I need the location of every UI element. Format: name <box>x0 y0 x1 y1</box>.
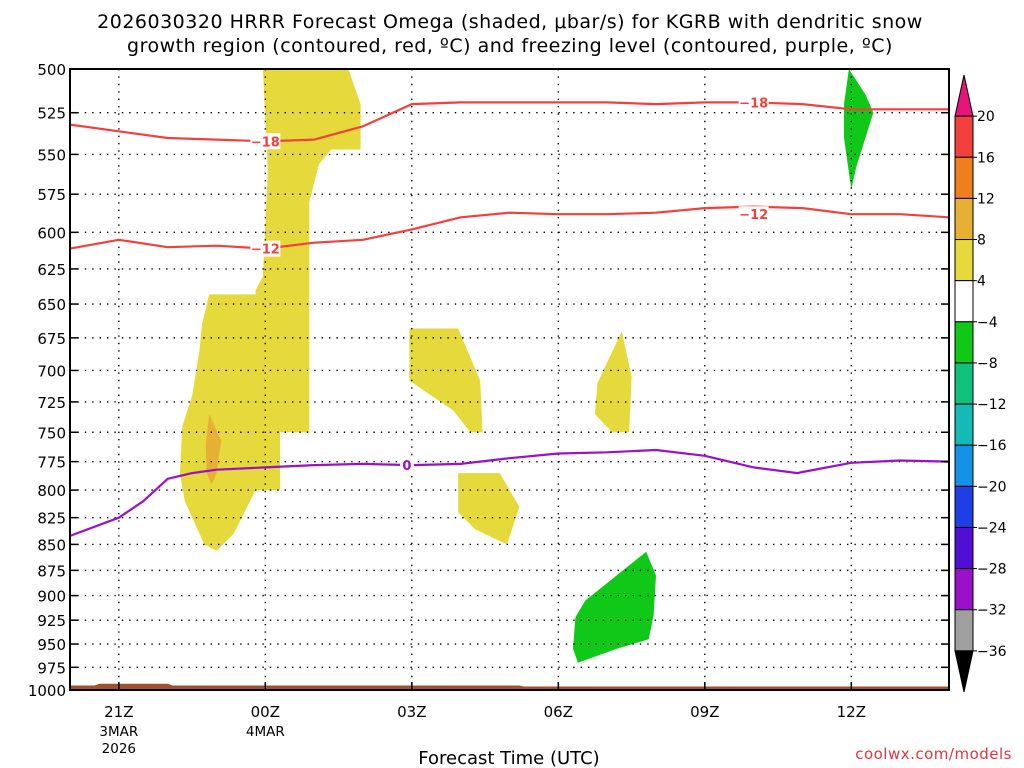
x-tick-label: 21Z <box>104 703 133 721</box>
x-tick-date-label: 2026 <box>102 741 136 757</box>
credit-text: coolwx.com/models <box>855 745 1012 763</box>
colorbar-label: 20 <box>977 109 995 125</box>
colorbar-band <box>954 156 974 199</box>
y-tick-label: 525 <box>37 105 66 123</box>
x-tick-label: 03Z <box>397 703 426 721</box>
x-tick-label: 06Z <box>544 703 573 721</box>
y-tick-label: 650 <box>37 296 66 314</box>
x-tick-date-label: 3MAR <box>99 724 138 740</box>
y-tick-label: 600 <box>37 224 66 242</box>
colorbar-band <box>954 197 974 241</box>
surface-ground <box>70 683 949 690</box>
colorbar-label: −24 <box>977 520 1007 536</box>
colorbar-band <box>954 74 974 117</box>
contour-label-bg <box>738 94 769 111</box>
y-tick-label: 850 <box>37 536 66 554</box>
contour-label: −12 <box>251 243 280 258</box>
colorbar-band <box>954 362 974 405</box>
colorbar-band <box>954 239 974 282</box>
colorbar-band <box>954 115 974 158</box>
colorbar-label: −32 <box>977 603 1007 619</box>
colorbar-band <box>954 403 974 446</box>
x-tick-label: 00Z <box>251 703 280 721</box>
plot-frame <box>69 68 950 691</box>
y-tick-label: 550 <box>37 146 66 164</box>
y-tick-label: 875 <box>37 562 66 580</box>
omega-yellow-lower <box>458 473 520 545</box>
y-tick-label: 925 <box>37 612 66 630</box>
x-axis-label: Forecast Time (UTC) <box>418 748 599 768</box>
colorbar-band <box>954 321 974 364</box>
colorbar-band <box>954 280 974 323</box>
omega-yellow-small <box>595 331 632 433</box>
colorbar-band <box>954 526 974 570</box>
colorbar-label: 12 <box>977 191 995 207</box>
contour-label: −18 <box>251 135 280 150</box>
colorbar-label: −16 <box>977 438 1007 454</box>
y-tick-label: 675 <box>37 330 66 348</box>
colorbar-label: −36 <box>977 644 1007 660</box>
omega-yellow-mid <box>409 328 483 433</box>
x-tick-label: 12Z <box>837 703 866 721</box>
contour-label: 0 <box>402 459 411 474</box>
omega-yellow-main <box>179 69 361 551</box>
contour-label: −18 <box>739 96 768 111</box>
omega-shading <box>179 69 874 663</box>
colorbar-label: 4 <box>977 274 986 290</box>
colorbar-band <box>954 650 974 693</box>
isotherm -18C <box>69 101 949 143</box>
surface-terrain <box>70 683 949 690</box>
contour-label-bg <box>250 240 281 257</box>
omega-green-sfc <box>573 551 656 663</box>
y-axis-ticks: 500 525 550 575 600 625 650 675 700 725 750 775 800 8… <box>28 61 949 700</box>
y-tick-label: 1000 <box>28 682 66 700</box>
contour-label: −12 <box>739 208 768 223</box>
y-tick-label: 625 <box>37 261 66 279</box>
y-tick-label: 775 <box>37 454 66 472</box>
freezing level 0C <box>69 448 950 537</box>
colorbar-band <box>954 568 974 611</box>
colorbar-label: −12 <box>977 397 1007 413</box>
colorbar-label: 8 <box>977 233 986 249</box>
y-tick-label: 725 <box>37 394 66 412</box>
colorbar-band <box>954 444 974 487</box>
colorbar-label: −20 <box>977 479 1007 495</box>
x-tick-date-label: 4MAR <box>246 724 285 740</box>
contour-lines: −18 −18 −12 −12 0 <box>69 94 950 537</box>
colorbar-band <box>954 485 974 528</box>
y-tick-label: 700 <box>37 362 66 380</box>
y-tick-label: 500 <box>37 61 66 79</box>
chart-title-line1: 2026030320 HRRR Forecast Omega (shaded, … <box>97 11 923 33</box>
x-tick-label: 09Z <box>690 703 719 721</box>
y-tick-label: 825 <box>37 510 66 528</box>
contour-label-bg <box>738 206 769 223</box>
colorbar-label: −4 <box>977 315 998 331</box>
y-tick-label: 575 <box>37 186 66 204</box>
y-tick-label: 975 <box>37 659 66 677</box>
omega-orange-spot <box>205 414 222 485</box>
colorbar-band <box>954 609 974 652</box>
y-tick-label: 800 <box>37 482 66 500</box>
y-tick-label: 750 <box>37 424 66 442</box>
contour-label-bg <box>399 457 414 474</box>
y-tick-label: 900 <box>37 588 66 606</box>
chart-title-line2: growth region (contoured, red, ºC) and f… <box>127 35 893 57</box>
colorbar-label: 16 <box>977 150 995 166</box>
colorbar: 20 16 12 8 4 −4 −8 −12 −16 −20 −24 −28 −32 −36 <box>954 74 1007 693</box>
isotherm -12C <box>69 205 950 250</box>
colorbar-label: −8 <box>977 356 998 372</box>
y-tick-label: 950 <box>37 636 66 654</box>
omega-green-upper <box>844 69 874 190</box>
colorbar-label: −28 <box>977 562 1007 578</box>
contour-label-bg <box>250 133 281 150</box>
